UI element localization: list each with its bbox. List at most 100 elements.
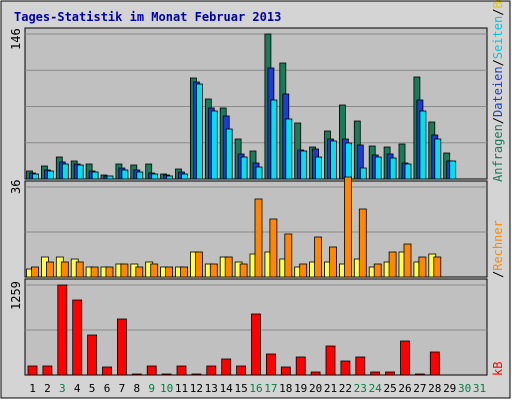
bar-seiten-day-6 — [106, 175, 114, 180]
bar-rechner-day-3 — [60, 261, 69, 278]
bar-rechner-day-1 — [31, 266, 39, 278]
middle-panel — [24, 176, 488, 278]
bar-seiten-day-27 — [419, 110, 427, 180]
bar-seiten-day-11 — [181, 173, 188, 180]
bottom-panel — [24, 278, 488, 376]
bar-seiten-day-3 — [61, 163, 69, 180]
bar-kb-day-23 — [355, 356, 366, 376]
x-tick-label-day-3: 3 — [59, 382, 66, 395]
bar-kb-day-19 — [295, 356, 306, 376]
bar-kb-day-18 — [280, 366, 291, 376]
legend-separator: / — [491, 59, 505, 66]
x-tick-label-day-12: 12 — [190, 382, 203, 395]
bar-seiten-day-23 — [359, 167, 367, 180]
bar-rechner-day-7 — [120, 263, 129, 278]
right-axis-label-bottom: kB — [491, 362, 505, 376]
bar-seiten-day-21 — [330, 140, 337, 180]
bar-rechner-day-9 — [150, 263, 159, 278]
bar-rechner-day-19 — [299, 263, 308, 278]
bar-kb-day-5 — [87, 334, 97, 376]
bar-kb-day-17 — [265, 353, 276, 376]
x-tick-label-day-14: 14 — [220, 382, 234, 395]
x-tick-label-day-31: 31 — [473, 382, 486, 395]
bar-kb-day-4 — [72, 299, 83, 376]
top-panel — [24, 27, 488, 180]
right-axis-label-top: Anfragen/Dateien/Seiten/Besuche — [491, 0, 505, 182]
bar-rechner-day-27 — [418, 256, 427, 278]
bar-seiten-day-17 — [270, 99, 278, 180]
x-tick-label-day-8: 8 — [133, 382, 140, 395]
bar-rechner-day-14 — [224, 256, 233, 278]
x-tick-label-day-13: 13 — [205, 382, 218, 395]
bar-kb-day-26 — [400, 340, 410, 376]
bar-kb-day-22 — [340, 360, 351, 376]
bar-seiten-day-12 — [195, 83, 203, 180]
bar-kb-day-15 — [236, 365, 247, 376]
bar-kb-day-3 — [57, 284, 68, 376]
bar-kb-day-11 — [176, 365, 187, 376]
x-tick-label-day-21: 21 — [324, 382, 337, 395]
bar-seiten-day-4 — [76, 164, 84, 180]
x-tick-label-day-17: 17 — [264, 382, 277, 395]
x-tick-label-day-15: 15 — [234, 382, 247, 395]
bar-kb-day-20 — [310, 371, 321, 376]
x-tick-label-day-25: 25 — [383, 382, 396, 395]
bar-rechner-day-17 — [269, 218, 278, 278]
legend-seiten: Seiten — [491, 16, 505, 59]
legend-dateien: Dateien — [491, 66, 505, 117]
bar-rechner-day-2 — [46, 261, 54, 278]
chart-title: Tages-Statistik im Monat Februar 2013 — [14, 10, 281, 24]
x-tick-label-day-16: 16 — [249, 382, 262, 395]
x-tick-label-day-22: 22 — [339, 382, 352, 395]
bar-seiten-day-7 — [121, 169, 129, 180]
bar-seiten-day-25 — [389, 157, 397, 180]
bar-rechner-day-20 — [314, 236, 323, 278]
x-tick-label-day-29: 29 — [443, 382, 456, 395]
x-tick-label-day-26: 26 — [398, 382, 411, 395]
bar-rechner-day-28 — [433, 256, 442, 278]
middle-max-label: 36 — [9, 180, 23, 194]
bar-seiten-day-24 — [374, 156, 382, 180]
x-tick-label-day-18: 18 — [279, 382, 292, 395]
bar-seiten-day-14 — [225, 128, 233, 180]
bar-rechner-day-11 — [180, 266, 188, 278]
bar-kb-day-8 — [131, 373, 142, 376]
x-tick-label-day-19: 19 — [294, 382, 307, 395]
bar-rechner-day-22 — [343, 176, 352, 278]
bar-seiten-day-5 — [91, 171, 99, 180]
bar-kb-day-13 — [206, 365, 217, 376]
bar-seiten-day-2 — [47, 170, 54, 180]
legend-separator: / — [491, 271, 505, 278]
bar-kb-day-1 — [27, 365, 38, 376]
x-tick-label-day-27: 27 — [413, 382, 426, 395]
x-tick-label-day-9: 9 — [148, 382, 155, 395]
legend-rechner: Rechner — [491, 220, 505, 271]
bar-rechner-day-21 — [329, 246, 337, 278]
bar-kb-day-16 — [251, 313, 261, 376]
legend-besuche: Besuche — [491, 0, 505, 9]
bar-rechner-day-25 — [388, 251, 397, 278]
bar-rechner-day-8 — [135, 266, 144, 278]
bar-rechner-day-12 — [194, 251, 203, 278]
bar-seiten-day-9 — [151, 173, 159, 180]
bar-seiten-day-15 — [240, 156, 248, 180]
bar-seiten-day-28 — [434, 138, 442, 180]
bar-kb-day-10 — [161, 373, 172, 376]
bar-seiten-day-1 — [32, 173, 39, 180]
legend-anfragen: Anfragen — [491, 124, 505, 182]
bar-seiten-day-18 — [285, 118, 293, 180]
bar-kb-day-7 — [117, 318, 127, 376]
bottom-max-label: 1259 — [9, 281, 23, 310]
bar-kb-day-28 — [429, 351, 440, 376]
bar-seiten-day-26 — [404, 163, 412, 180]
bar-seiten-day-8 — [136, 171, 144, 180]
bar-seiten-day-10 — [166, 175, 174, 180]
bar-rechner-day-10 — [165, 266, 174, 278]
x-tick-label-day-7: 7 — [119, 382, 126, 395]
legend-separator: / — [491, 9, 505, 16]
bar-rechner-day-24 — [373, 263, 382, 278]
bar-kb-day-12 — [191, 373, 202, 376]
x-tick-label-day-4: 4 — [74, 382, 81, 395]
x-tick-label-day-10: 10 — [160, 382, 173, 395]
legend-kb: kB — [491, 362, 505, 376]
